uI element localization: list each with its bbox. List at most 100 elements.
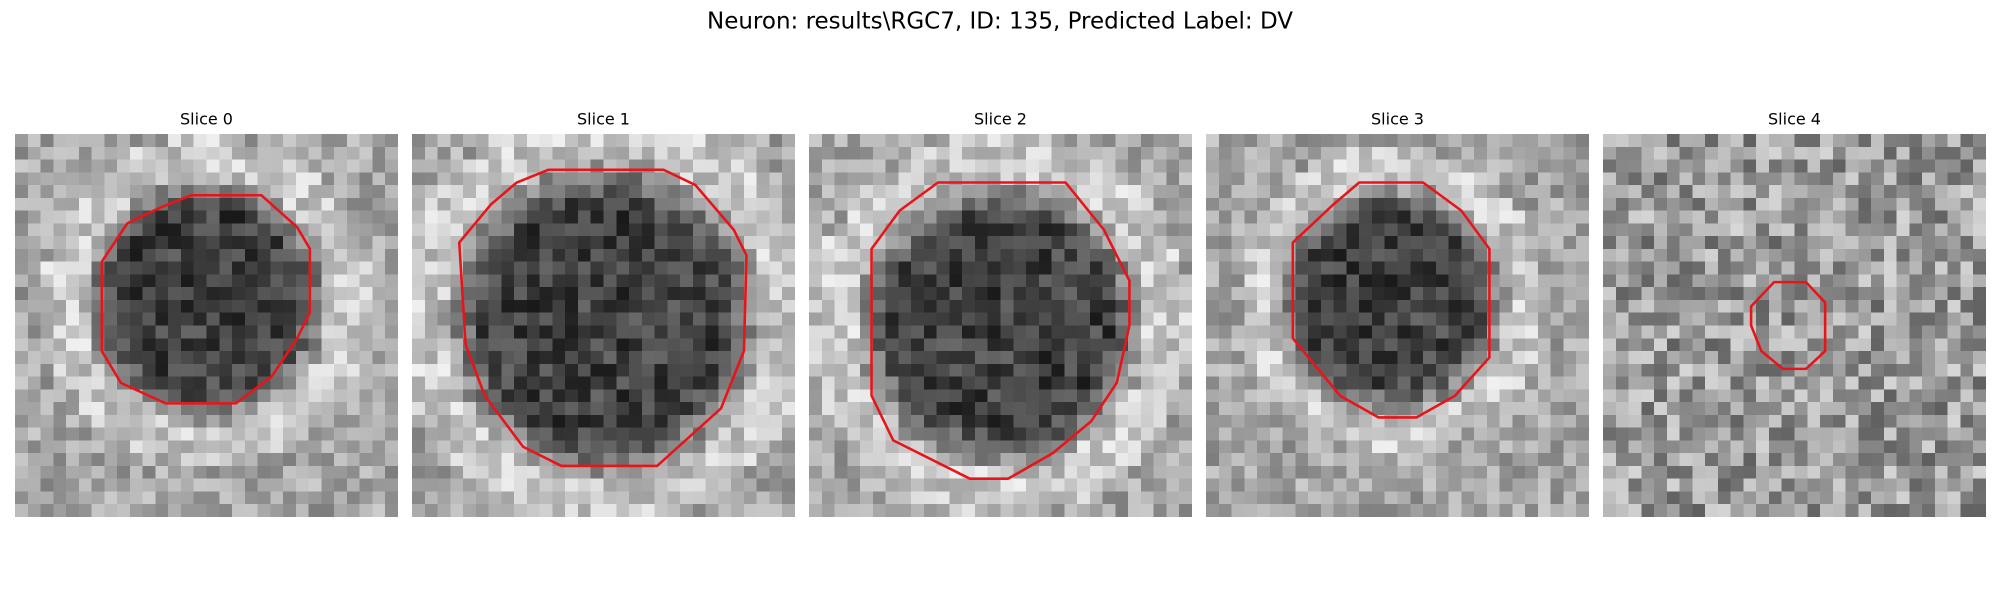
pixel bbox=[193, 440, 207, 454]
pixel bbox=[66, 465, 80, 479]
pixel bbox=[53, 210, 67, 224]
pixel bbox=[1922, 210, 1936, 224]
pixel bbox=[1077, 504, 1091, 517]
pixel bbox=[1679, 465, 1693, 479]
pixel bbox=[514, 248, 528, 262]
pixel bbox=[1896, 236, 1910, 250]
slice-image bbox=[412, 134, 795, 517]
pixel bbox=[769, 223, 783, 237]
pixel bbox=[1628, 261, 1642, 275]
pixel bbox=[1026, 274, 1040, 288]
pixel bbox=[1781, 478, 1795, 492]
pixel bbox=[40, 261, 54, 275]
pixel bbox=[654, 274, 668, 288]
pixel bbox=[1486, 197, 1500, 211]
pixel bbox=[1858, 376, 1872, 390]
pixel bbox=[1077, 325, 1091, 339]
pixel bbox=[463, 504, 477, 517]
pixel bbox=[1883, 248, 1897, 262]
pixel bbox=[1179, 197, 1192, 211]
pixel bbox=[1282, 440, 1296, 454]
pixel bbox=[809, 338, 823, 352]
pixel bbox=[1960, 261, 1974, 275]
pixel bbox=[1717, 465, 1731, 479]
pixel bbox=[718, 440, 732, 454]
pixel bbox=[1499, 248, 1513, 262]
contour bbox=[1291, 181, 1491, 419]
pixel bbox=[1641, 312, 1655, 326]
pixel bbox=[1973, 223, 1986, 237]
pixel bbox=[718, 504, 732, 517]
pixel bbox=[1743, 376, 1757, 390]
pixel bbox=[590, 287, 604, 301]
pixel bbox=[1717, 299, 1731, 313]
pixel bbox=[1909, 363, 1923, 377]
pixel bbox=[1563, 440, 1577, 454]
pixel bbox=[180, 402, 194, 416]
pixel bbox=[1666, 465, 1680, 479]
pixel bbox=[412, 261, 426, 275]
pixel bbox=[1218, 287, 1232, 301]
pixel bbox=[321, 351, 335, 365]
pixel bbox=[526, 427, 540, 441]
pixel bbox=[244, 338, 258, 352]
pixel bbox=[66, 172, 80, 186]
pixel bbox=[872, 453, 886, 467]
pixel bbox=[1883, 478, 1897, 492]
pixel bbox=[1000, 491, 1014, 505]
pixel bbox=[359, 389, 373, 403]
pixel bbox=[936, 287, 950, 301]
pixel bbox=[155, 146, 169, 160]
pixel bbox=[1308, 504, 1322, 517]
pixel bbox=[1038, 236, 1052, 250]
pixel bbox=[1166, 402, 1180, 416]
pixel bbox=[1525, 248, 1539, 262]
pixel bbox=[359, 478, 373, 492]
pixel bbox=[180, 427, 194, 441]
pixel bbox=[629, 504, 643, 517]
pixel bbox=[1102, 172, 1116, 186]
pixel bbox=[705, 172, 719, 186]
pixel bbox=[129, 248, 143, 262]
pixel bbox=[1064, 427, 1078, 441]
pixel bbox=[1384, 197, 1398, 211]
pixel bbox=[53, 376, 67, 390]
pixel bbox=[1525, 261, 1539, 275]
pixel bbox=[1089, 299, 1103, 313]
pixel bbox=[1257, 453, 1271, 467]
pixel bbox=[1346, 376, 1360, 390]
pixel bbox=[359, 197, 373, 211]
pixel bbox=[1333, 134, 1347, 148]
pixel bbox=[821, 478, 835, 492]
pixel bbox=[821, 504, 835, 517]
pixel bbox=[308, 159, 322, 173]
pixel bbox=[180, 491, 194, 505]
pixel bbox=[1000, 185, 1014, 199]
pixel bbox=[1320, 478, 1334, 492]
pixel bbox=[1768, 223, 1782, 237]
pixel bbox=[1333, 478, 1347, 492]
pixel bbox=[1257, 172, 1271, 186]
pixel bbox=[616, 325, 630, 339]
pixel bbox=[1576, 236, 1589, 250]
pixel bbox=[66, 504, 80, 517]
pixel bbox=[1064, 389, 1078, 403]
pixel bbox=[1474, 453, 1488, 467]
pixel bbox=[1038, 197, 1052, 211]
pixel bbox=[1115, 146, 1129, 160]
pixel bbox=[359, 146, 373, 160]
pixel bbox=[78, 210, 92, 224]
pixel bbox=[1717, 159, 1731, 173]
pixel bbox=[1244, 274, 1258, 288]
pixel bbox=[232, 312, 246, 326]
pixel bbox=[743, 338, 757, 352]
pixel bbox=[1768, 197, 1782, 211]
pixel bbox=[1960, 223, 1974, 237]
pixel bbox=[1525, 376, 1539, 390]
pixel bbox=[1615, 248, 1629, 262]
pixel bbox=[718, 172, 732, 186]
pixel bbox=[488, 465, 502, 479]
pixel bbox=[1692, 491, 1706, 505]
pixel bbox=[936, 274, 950, 288]
pixel bbox=[743, 376, 757, 390]
